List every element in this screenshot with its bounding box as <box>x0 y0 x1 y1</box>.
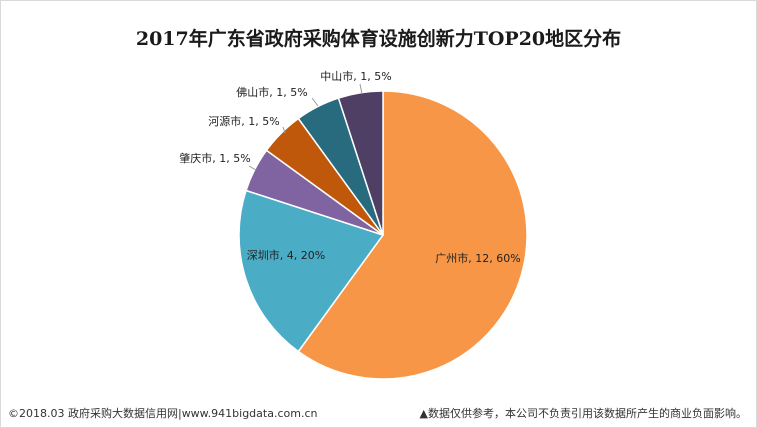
leader-line-2 <box>248 165 257 171</box>
slice-label-3: 河源市, 1, 5% <box>208 114 279 128</box>
slice-label-4: 佛山市, 1, 5% <box>236 85 307 99</box>
chart-title: 2017年广东省政府采购体育设施创新力TOP20地区分布 <box>135 28 622 50</box>
slice-label-2: 肇庆市, 1, 5% <box>179 151 250 165</box>
leader-line-3 <box>282 126 286 134</box>
leader-line-5 <box>359 83 363 95</box>
pie-slice-5 <box>337 90 384 236</box>
pie-slice-1 <box>238 189 385 353</box>
slice-label-0: 广州市, 12, 60% <box>435 251 520 265</box>
footer-note: ▲数据仅供参考，本公司不负责引用该数据所产生的商业负面影响。 <box>419 407 747 420</box>
footer-source: ©2018.03 政府采购大数据信用网|www.941bigdata.com.c… <box>8 407 318 420</box>
pie-slice-0 <box>297 90 528 380</box>
slice-label-5: 中山市, 1, 5% <box>320 69 391 83</box>
slice-label-1: 深圳市, 4, 20% <box>247 248 325 262</box>
leader-line-4 <box>311 97 319 107</box>
